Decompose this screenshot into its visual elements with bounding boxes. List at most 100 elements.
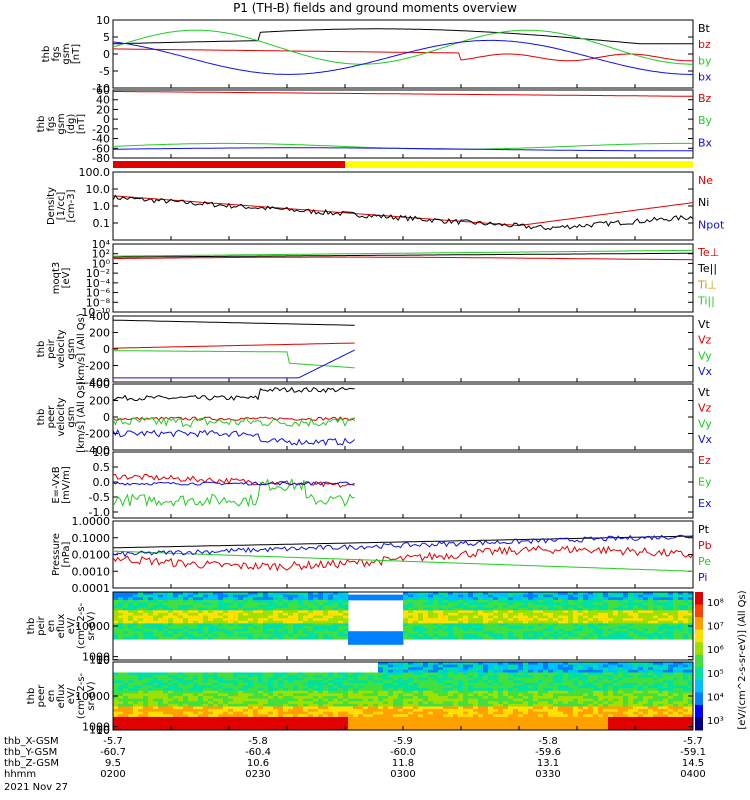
spectrogram-cell [133, 724, 139, 728]
spectrogram-cell [168, 607, 174, 611]
spectrogram-cell [223, 672, 229, 676]
spectrogram-cell [603, 667, 609, 671]
y-axis-label: [mV/m] [61, 466, 72, 504]
y-axis-label: Pressure [51, 533, 62, 576]
spectrogram-cell [513, 602, 519, 606]
spectrogram-cell [293, 724, 299, 728]
spectrogram-cell [463, 633, 469, 637]
spectrogram-cell [523, 685, 529, 689]
spectrogram-cell [168, 680, 174, 684]
spectrogram-cell [663, 602, 669, 606]
spectrogram-cell [543, 620, 549, 624]
spectrogram-cell [213, 602, 219, 606]
spectrogram-cell [543, 714, 549, 718]
spectrogram-cell [618, 709, 624, 713]
spectrogram-cell [368, 693, 374, 697]
spectrogram-cell [263, 706, 269, 710]
spectrogram-cell [203, 690, 209, 694]
spectrogram-cell [273, 709, 279, 713]
spectrogram-cell [588, 677, 594, 681]
spectrogram-cell [653, 636, 659, 640]
spectrogram-cell [493, 636, 499, 640]
spectrogram-cell [548, 688, 554, 692]
spectrogram-cell [633, 628, 639, 632]
spectrogram-cell [198, 716, 204, 721]
spectrogram-cell [458, 711, 464, 715]
spectrogram-cell [578, 599, 584, 603]
spectrogram-cell [528, 612, 534, 617]
spectrogram-cell [438, 623, 444, 627]
spectrogram-cell [268, 711, 274, 715]
spectrogram-cell [123, 633, 129, 637]
spectrogram-cell [593, 592, 599, 596]
spectrogram-cell [163, 716, 169, 721]
spectrogram-cell [603, 675, 609, 679]
spectrogram-cell [268, 714, 274, 718]
spectrogram-cell [153, 631, 159, 635]
legend-entry: Ez [698, 454, 711, 467]
spectrogram-cell [548, 701, 554, 705]
spectrogram-cell [543, 701, 549, 705]
spectrogram-cell [258, 620, 264, 624]
spectrogram-cell [233, 605, 239, 609]
spectrogram-cell [638, 628, 644, 632]
spectrogram-cell [443, 633, 449, 637]
spectrogram-cell [643, 664, 649, 668]
spectrogram-cell [608, 662, 614, 666]
spectrogram-cell [618, 701, 624, 705]
spectrogram-cell [428, 664, 434, 668]
y-tick-label: 10⁻⁸ [86, 296, 111, 309]
legend-entry: Vz [698, 334, 712, 347]
spectrogram-cell [618, 620, 624, 624]
spectrogram-cell [133, 633, 139, 637]
y-axis-label: thb [36, 341, 47, 358]
spectrogram-cell [288, 680, 294, 684]
spectrogram-cell [508, 693, 514, 697]
spectrogram-cell [283, 719, 289, 723]
spectrogram-cell [513, 703, 519, 707]
spectrogram-cell [448, 680, 454, 684]
spectrogram-cell [268, 696, 274, 700]
spectrogram-cell [573, 597, 579, 601]
spectrogram-cell [293, 602, 299, 606]
spectrogram-cell [423, 620, 429, 624]
spectrogram-cell [598, 698, 604, 702]
spectrogram-cell [468, 607, 474, 611]
spectrogram-cell [198, 592, 204, 596]
spectrogram-cell [433, 669, 439, 673]
spectrogram-cell [253, 605, 259, 609]
spectrogram-cell [283, 607, 289, 611]
spectrogram-cell [588, 706, 594, 710]
spectrogram-cell [558, 628, 564, 632]
spectrogram-cell [548, 698, 554, 702]
spectrogram-cell [243, 626, 249, 630]
spectrogram-cell [173, 693, 179, 697]
spectrogram-cell [528, 599, 534, 603]
spectrogram-cell [238, 696, 244, 700]
spectrogram-cell [533, 620, 539, 624]
spectrogram-cell [448, 714, 454, 718]
spectrogram-cell [293, 628, 299, 632]
spectrogram-cell [128, 685, 134, 689]
spectrogram-cell [488, 602, 494, 606]
spectrogram-cell [493, 612, 499, 617]
spectrogram-cell [463, 628, 469, 632]
spectrogram-cell [433, 662, 439, 666]
spectrogram-cell [378, 716, 384, 721]
spectrogram-cell [658, 612, 664, 617]
spectrogram-cell [443, 682, 449, 687]
spectrogram-cell [163, 714, 169, 718]
spectrogram-cell [228, 709, 234, 713]
spectrogram-cell [493, 727, 499, 731]
legend-entry: Vx [698, 365, 713, 378]
spectrogram-cell [398, 724, 404, 728]
spectrogram-cell [473, 631, 479, 635]
spectrogram-cell [508, 605, 514, 609]
y-tick-label: 0 [103, 113, 110, 126]
spectrogram-cell [368, 688, 374, 692]
spectrogram-cell [548, 722, 554, 726]
spectrogram-cell [298, 631, 304, 635]
spectrogram-cell [593, 636, 599, 640]
spectrogram-cell [258, 631, 264, 635]
spectrogram-cell [488, 701, 494, 705]
